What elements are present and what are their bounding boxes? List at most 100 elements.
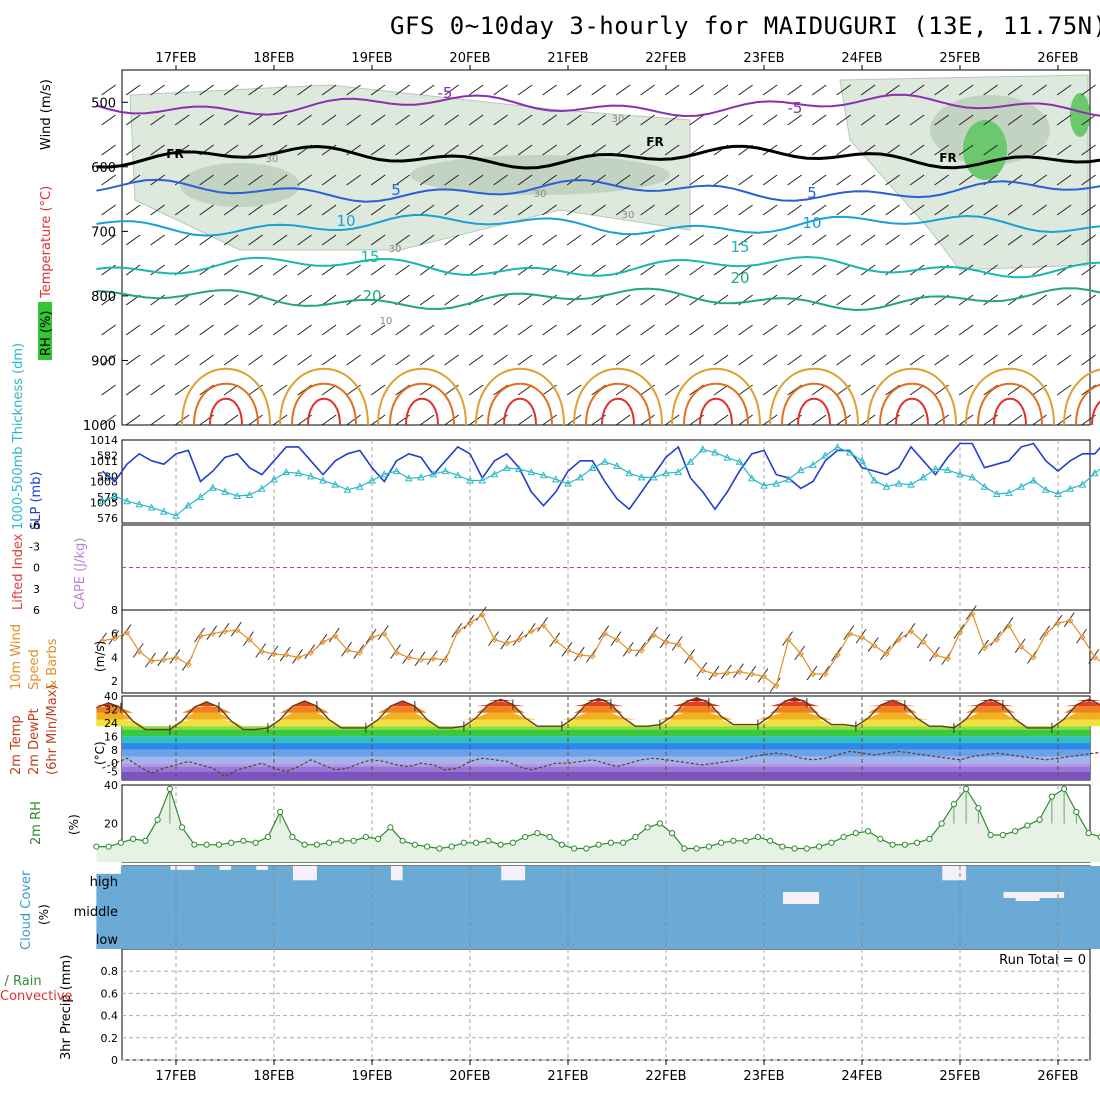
wind-ylabel: 10m Wind — [9, 624, 24, 690]
wind-barb — [420, 415, 434, 425]
cloud-bar — [305, 880, 318, 892]
wind-barb — [739, 175, 753, 185]
wind-barb — [714, 325, 728, 335]
cloud-ylabel: Cloud Cover — [19, 870, 34, 950]
temperature-contour — [1092, 399, 1100, 425]
precip-ylabel-text: 3hr Precip (mm) — [59, 955, 74, 1060]
cloud-bar — [231, 892, 244, 922]
rh-point — [878, 836, 883, 841]
cloud-bar — [133, 892, 146, 922]
rh-moist-area — [963, 120, 1007, 180]
cloud-bar — [403, 866, 416, 892]
cloud-bar — [795, 922, 808, 949]
date-label-bottom: 23FEB — [743, 1069, 784, 1084]
cloud-bar — [966, 922, 979, 949]
wind-barb — [837, 325, 851, 335]
isotherm-label: -5 — [438, 84, 453, 102]
temperature-band — [122, 736, 1090, 743]
wind-barb — [959, 385, 973, 395]
cloud-bar — [194, 866, 207, 892]
cloud-bar — [403, 892, 416, 922]
wind-barb — [273, 265, 287, 275]
wind-barb — [935, 325, 949, 335]
wind-barb — [788, 355, 802, 365]
rh-point — [229, 840, 234, 845]
rh-point — [167, 786, 172, 791]
rh-point — [400, 838, 405, 843]
cloud-bar — [256, 870, 269, 892]
wind-barb — [861, 355, 875, 365]
wind-barb — [445, 325, 459, 335]
cloud-layer-label: high — [90, 875, 118, 890]
panel-frame-slp — [122, 440, 1090, 523]
rh-point — [474, 840, 479, 845]
wind-barb — [371, 265, 385, 275]
wind-barb — [298, 265, 312, 275]
cloud-bar — [537, 892, 550, 922]
cloud-bar — [746, 922, 759, 949]
cloud-layer-label: low — [96, 933, 119, 948]
wind-barb — [665, 385, 679, 395]
wind-barb — [788, 265, 802, 275]
cloud-bar — [1003, 898, 1016, 922]
wind-barb — [249, 355, 263, 365]
wind-barb — [959, 355, 973, 365]
rh-point — [180, 825, 185, 830]
wind-barb — [543, 415, 557, 425]
wind-barb — [714, 415, 728, 425]
temperature-contour — [194, 384, 258, 425]
cloud-bar — [599, 866, 612, 892]
wind-barb — [984, 295, 998, 305]
cloud-bar — [158, 866, 171, 892]
cloud-bar — [574, 922, 587, 949]
cloud-bar — [317, 892, 330, 922]
cloud-bar — [599, 892, 612, 922]
cloud-bar — [537, 866, 550, 892]
wind-barb — [322, 415, 336, 425]
wind-barb — [959, 325, 973, 335]
cloud-bar — [1027, 922, 1040, 949]
rh-point — [621, 840, 626, 845]
cloud-bar — [942, 880, 955, 892]
cloud-bar — [966, 892, 979, 922]
rh-contour-label: 30 — [622, 210, 635, 221]
wind-barb — [175, 325, 189, 335]
page-title: GFS 0~10day 3-hourly for MAIDUGURI (13E,… — [390, 12, 1100, 40]
rh-point — [559, 842, 564, 847]
cloud-bar — [439, 922, 452, 949]
rh-contour-label: 30 — [266, 154, 279, 165]
temperature-contour — [586, 384, 650, 425]
wind-barb — [910, 355, 924, 365]
cloud-bar — [831, 922, 844, 949]
cloud-bar — [746, 866, 759, 892]
wind-barb — [543, 325, 557, 335]
precip-total-label: Total / Rain — [0, 974, 42, 989]
cloud-bar — [305, 922, 318, 949]
rh-shading — [180, 163, 300, 207]
cloud-bar — [207, 892, 220, 922]
precip-convective-label: Convective — [0, 989, 73, 1004]
date-label-bottom: 18FEB — [253, 1069, 294, 1084]
wind-barb — [641, 355, 655, 365]
cloud-bar — [231, 866, 244, 892]
wind-barb — [273, 385, 287, 395]
y-tick-label: 800 — [91, 290, 116, 305]
cloud-bar — [219, 922, 232, 949]
wind-barb — [592, 85, 606, 95]
wind-barb — [1057, 325, 1071, 335]
temperature-contour — [994, 399, 1026, 425]
precip-tick-label: 0.6 — [101, 987, 119, 1000]
precip-tick-label: 0 — [111, 1054, 118, 1067]
cloud-bar — [770, 922, 783, 949]
date-label-bottom: 25FEB — [939, 1069, 980, 1084]
cloud-bar — [991, 866, 1004, 892]
wind-barb — [1033, 415, 1047, 425]
wind-barb — [151, 295, 165, 305]
cloud-bar — [623, 866, 636, 892]
cloud-bar — [452, 892, 465, 922]
wind-barb — [347, 355, 361, 365]
y-tick-label: 700 — [91, 225, 116, 240]
rh-fill — [96, 785, 1100, 862]
